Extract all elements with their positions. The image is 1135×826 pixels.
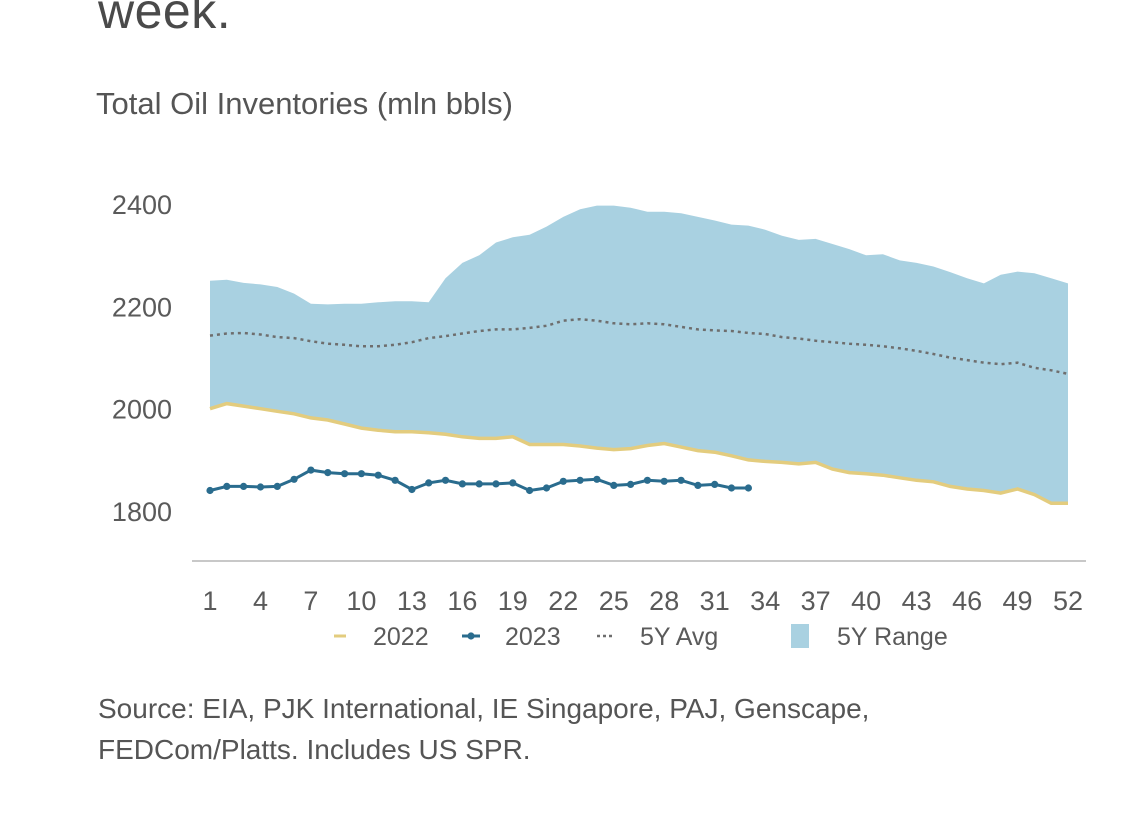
- series-point-2023-week-21: [542, 484, 551, 492]
- series-point-2023-week-10: [357, 470, 365, 478]
- series-point-2023-week-30: [694, 481, 702, 489]
- x-tick-label-37: 37: [801, 586, 831, 616]
- series-point-2023-week-14: [425, 479, 433, 487]
- series-point-2023-week-31: [711, 480, 719, 488]
- oil-inventories-chart: 1800 2000 2200 2400 1 4 7 10 13 16 19 22 25 28 31 34 37 4…: [112, 190, 1086, 651]
- x-tick-label-34: 34: [750, 586, 780, 616]
- legend-swatch-5y-range: [791, 624, 809, 648]
- legend-label-5y-range: 5Y Range: [837, 623, 948, 651]
- series-point-2023-week-4: [256, 483, 265, 491]
- series-point-2023-week-22: [559, 477, 567, 485]
- y-tick-label-1800: 1800: [112, 497, 172, 527]
- series-point-2023-week-23: [576, 476, 584, 484]
- series-point-2023-week-19: [509, 479, 517, 487]
- range-layer: [210, 205, 1068, 504]
- series-line-2022: [209, 401, 1068, 506]
- x-tick-label-13: 13: [397, 586, 427, 616]
- series-point-2023-week-16: [458, 480, 466, 488]
- x-tick-label-1: 1: [202, 586, 217, 616]
- x-tick-label-22: 22: [548, 586, 578, 616]
- series-point-2023-week-7: [307, 466, 315, 474]
- range-band-5y: [210, 205, 1068, 504]
- x-tick-label-25: 25: [599, 586, 629, 616]
- series-point-2023-week-2: [223, 482, 231, 490]
- series-point-2023-week-15: [441, 476, 450, 484]
- x-tick-label-43: 43: [902, 586, 932, 616]
- x-tick-label-40: 40: [851, 586, 881, 616]
- series-point-2023-week-5: [273, 482, 281, 490]
- x-tick-label-10: 10: [346, 586, 376, 616]
- source-note: Source: EIA, PJK International, IE Singa…: [98, 693, 870, 765]
- series-point-2023-week-12: [391, 476, 399, 484]
- series-point-2023-week-27: [643, 476, 652, 484]
- series-point-2023-week-8: [324, 469, 332, 477]
- x-tick-label-19: 19: [498, 586, 528, 616]
- series-point-2023-week-24: [593, 475, 601, 483]
- series-point-2023-week-3: [240, 482, 248, 490]
- x-tick-label-28: 28: [649, 586, 679, 616]
- partial-heading-text: week.: [98, 0, 232, 39]
- chart-title: Total Oil Inventories (mln bbls): [96, 86, 513, 121]
- y-tick-label-2200: 2200: [112, 292, 172, 322]
- x-tick-label-46: 46: [952, 586, 982, 616]
- legend-label-5y-avg: 5Y Avg: [640, 623, 718, 651]
- x-tick-label-49: 49: [1002, 586, 1032, 616]
- series-point-2023-week-25: [610, 481, 618, 489]
- series-point-2023-week-32: [727, 484, 736, 492]
- series-point-2023-week-17: [475, 480, 483, 488]
- line-layer: [206, 317, 1069, 506]
- axis-layer: 1800 2000 2200 2400 1 4 7 10 13 16 19 22 25 28 31 34 37 4…: [112, 190, 1086, 616]
- series-point-2023-week-20: [526, 486, 534, 495]
- y-tick-label-2000: 2000: [112, 395, 172, 425]
- legend-marker-2023: [467, 632, 475, 640]
- x-tick-label-16: 16: [447, 586, 477, 616]
- legend-label-2023: 2023: [505, 623, 561, 651]
- series-point-2023-week-9: [341, 470, 349, 478]
- series-point-2023-week-13: [408, 485, 416, 494]
- legend-label-2022: 2022: [373, 623, 429, 651]
- series-point-2023-week-26: [627, 480, 635, 488]
- y-tick-label-2400: 2400: [112, 190, 172, 220]
- series-point-2023-week-11: [374, 471, 382, 479]
- legend: 2022 2023 5Y Avg 5Y Range: [334, 623, 948, 651]
- x-tick-label-31: 31: [700, 586, 730, 616]
- series-point-2023-week-1: [206, 486, 214, 495]
- x-tick-label-7: 7: [303, 586, 318, 616]
- x-tick-label-52: 52: [1053, 586, 1083, 616]
- x-tick-label-4: 4: [253, 586, 268, 616]
- series-point-2023-week-6: [290, 475, 298, 483]
- series-point-2023-week-28: [660, 477, 668, 485]
- series-point-2023-week-33: [744, 484, 753, 492]
- series-point-2023-week-18: [492, 480, 500, 488]
- series-point-2023-week-29: [677, 476, 685, 484]
